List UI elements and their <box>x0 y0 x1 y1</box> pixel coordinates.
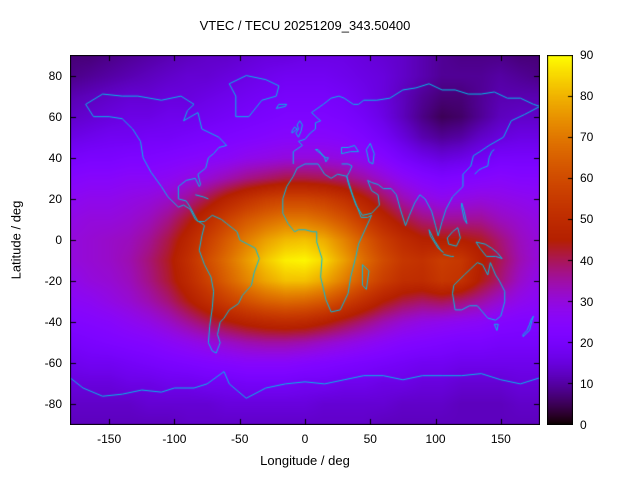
colorbar-tick-label: 60 <box>580 171 594 186</box>
x-tick-label: 100 <box>425 432 446 446</box>
colorbar-tick-label: 0 <box>580 418 587 432</box>
x-tick-label: -150 <box>97 432 122 446</box>
colorbar-tick-label: 50 <box>580 212 594 227</box>
colorbar-canvas <box>547 55 573 425</box>
y-tick-label: 20 <box>48 191 62 206</box>
colorbar-tick-label: 90 <box>580 48 594 62</box>
x-tick-label: 0 <box>301 432 309 446</box>
y-tick-label: 60 <box>48 109 62 124</box>
colorbar-tick-label: 30 <box>580 294 594 309</box>
y-tick-label: 80 <box>48 68 62 83</box>
x-tick-label: -100 <box>162 432 187 446</box>
heatmap-canvas <box>70 55 540 425</box>
y-tick-label: -20 <box>44 274 62 289</box>
y-tick-label: -40 <box>44 315 62 330</box>
y-tick-label: 0 <box>55 233 62 247</box>
colorbar-tick-label: 80 <box>580 89 594 104</box>
colorbar-tick-label: 20 <box>580 335 594 350</box>
x-tick-label: -50 <box>231 432 249 446</box>
x-tick-label: 150 <box>490 432 511 446</box>
y-tick-label: -80 <box>44 397 62 412</box>
y-tick-label: 40 <box>48 150 62 165</box>
x-tick-label: 50 <box>363 432 377 446</box>
x-axis-label: Longitude / deg <box>260 453 350 468</box>
colorbar-tick-label: 70 <box>580 130 594 145</box>
colorbar-tick-label: 40 <box>580 253 594 268</box>
colorbar-tick-label: 10 <box>580 376 594 391</box>
y-tick-label: -60 <box>44 356 62 371</box>
chart-title: VTEC / TECU 20251209_343.50400 <box>199 18 411 33</box>
